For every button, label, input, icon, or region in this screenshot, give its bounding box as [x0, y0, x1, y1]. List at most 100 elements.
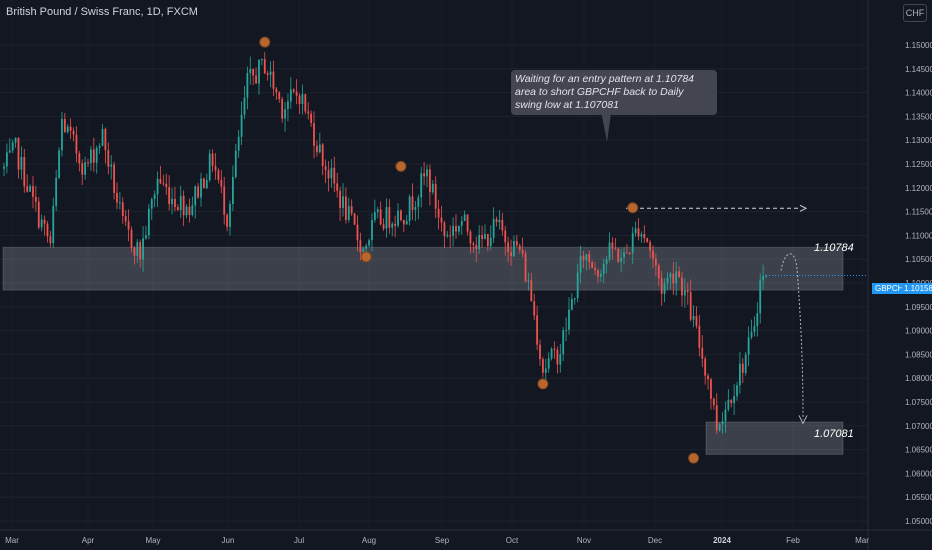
candle-body — [342, 196, 344, 208]
candle-body — [147, 208, 150, 236]
y-tick-label: 1.10500 — [905, 255, 932, 264]
candle-body — [116, 192, 118, 203]
candle-body — [643, 234, 646, 239]
y-tick-label: 1.07500 — [905, 398, 932, 407]
candle-body — [252, 68, 255, 76]
candle-body — [339, 190, 341, 208]
y-tick-label: 1.11000 — [905, 231, 932, 240]
candle-body — [617, 248, 620, 262]
candle-body — [362, 248, 365, 253]
candle-body — [275, 88, 278, 93]
candle-body — [455, 226, 457, 232]
x-tick-label: Jul — [294, 536, 304, 545]
candle-body — [220, 179, 223, 187]
candle-body — [597, 270, 599, 277]
candle-body — [281, 99, 284, 119]
candle-body — [168, 187, 171, 205]
candle-body — [156, 178, 159, 195]
candle-body — [481, 234, 483, 239]
candle-body — [66, 126, 69, 132]
candle-body — [388, 207, 391, 228]
currency-button[interactable]: CHF — [903, 4, 927, 22]
candle-body — [188, 206, 191, 215]
y-tick-label: 1.09500 — [905, 303, 932, 312]
x-tick-label: Sep — [435, 536, 450, 545]
x-axis[interactable]: Mar Apr May Jun Jul Aug Sep Oct Nov Dec 2024 Feb Mar — [0, 529, 932, 545]
candle-body — [136, 242, 139, 256]
candle-body — [29, 186, 31, 192]
candle-body — [675, 271, 678, 284]
candle-body — [614, 248, 617, 250]
candle-body — [533, 301, 536, 316]
candle-body — [489, 237, 492, 247]
y-tick-label: 1.07000 — [905, 422, 932, 431]
candle-body — [40, 219, 43, 228]
candle-body — [98, 146, 101, 148]
candle-body — [234, 150, 237, 177]
candle-body — [72, 130, 75, 135]
dashed-line-arrowhead — [799, 204, 808, 212]
symbol-price-tag: GBPCHF — [872, 283, 912, 294]
candle-body — [298, 95, 301, 105]
candle-body — [550, 348, 553, 359]
candle-body — [191, 205, 194, 215]
candle-body — [258, 59, 260, 84]
candle-body — [408, 196, 411, 221]
candle-body — [475, 245, 478, 249]
y-tick-label: 1.06000 — [905, 469, 932, 478]
y-tick-label: 1.08000 — [905, 374, 932, 383]
candle-body — [446, 235, 449, 237]
candle-body — [69, 126, 72, 131]
candle-body — [605, 259, 608, 264]
resistance-zone — [2, 246, 844, 291]
candle-body — [371, 220, 373, 241]
candle-body — [101, 128, 104, 147]
candle-body — [200, 178, 202, 198]
candle-body — [214, 166, 217, 171]
grid-layer — [0, 44, 868, 522]
candle-body — [698, 325, 701, 348]
candle-body — [452, 226, 454, 236]
candle-body — [217, 170, 220, 180]
candle-body — [426, 169, 428, 177]
candle-body — [81, 163, 84, 175]
candle-body — [423, 173, 426, 177]
candle-body — [139, 242, 142, 260]
candle-body — [165, 183, 168, 188]
candle-body — [663, 283, 666, 294]
candle-body — [162, 183, 165, 185]
y-tick-label: 1.09000 — [905, 327, 932, 336]
candle-body — [510, 252, 512, 257]
trade-note[interactable]: Waiting for an entry pattern at 1.10784 … — [511, 70, 717, 115]
candle-body — [237, 136, 240, 151]
candle-body — [420, 173, 423, 198]
candle-body — [142, 238, 144, 260]
candle-body — [623, 252, 625, 258]
candle-body — [405, 220, 408, 225]
swing-point-marker — [627, 202, 639, 214]
candle-body — [669, 273, 672, 278]
candle-body — [284, 109, 286, 119]
candle-body — [608, 242, 611, 260]
candle-body — [179, 195, 182, 211]
y-axis[interactable]: 1.15000 1.14500 1.14000 1.13500 1.13000 1.125… — [867, 0, 932, 550]
candle-body — [46, 223, 49, 237]
drawings-layer — [259, 36, 868, 464]
candle-body — [527, 280, 530, 282]
x-tick-label: Oct — [506, 536, 519, 545]
candle-body — [431, 183, 434, 193]
y-tick-label: 1.11500 — [905, 208, 932, 217]
candle-body — [568, 309, 570, 330]
x-tick-label: Jun — [222, 536, 235, 545]
candle-body — [484, 234, 486, 239]
candle-body — [203, 178, 205, 189]
candle-body — [127, 221, 130, 230]
candle-body — [385, 207, 388, 229]
y-tick-label: 1.12500 — [905, 160, 932, 169]
candle-body — [43, 219, 46, 224]
candle-body — [466, 214, 469, 232]
candle-body — [382, 224, 385, 229]
candle-body — [92, 149, 95, 163]
candle-body — [107, 150, 110, 167]
